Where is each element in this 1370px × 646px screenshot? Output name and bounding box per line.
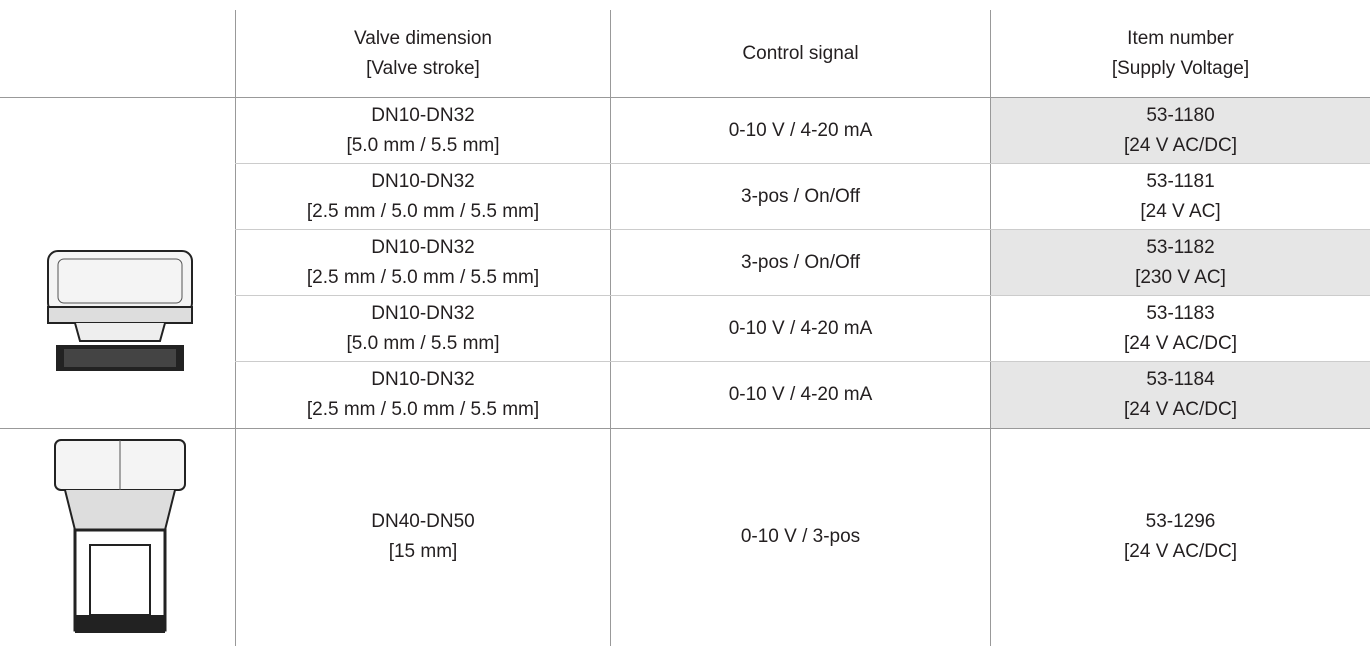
cell-text: DN40-DN50	[371, 510, 475, 532]
cell-text: 53-1182	[1146, 237, 1215, 258]
cell-text: [24 V AC]	[1140, 201, 1221, 222]
table-cell: 0-10 V / 4-20 mA	[611, 296, 990, 362]
table-cell: 53-1182 [230 V AC]	[991, 230, 1370, 296]
table-cell: DN10-DN32 [2.5 mm / 5.0 mm / 5.5 mm]	[236, 164, 610, 230]
table-cell: 0-10 V / 4-20 mA	[611, 98, 990, 164]
table-cell: Item number [Supply Voltage]	[991, 10, 1370, 97]
cell-text: [24 V AC/DC]	[1124, 540, 1237, 562]
table-cell: DN10-DN32 [5.0 mm / 5.5 mm]	[236, 98, 610, 164]
table-cell: 3-pos / On/Off	[611, 164, 990, 230]
table-cell: 3-pos / On/Off	[611, 230, 990, 296]
cell-text: 3-pos / On/Off	[741, 252, 860, 273]
cell-text: 53-1180	[1146, 105, 1215, 126]
cell-text: 0-10 V / 4-20 mA	[728, 318, 873, 339]
cell-text: Valve dimension	[353, 27, 492, 49]
cell-text: [24 V AC/DC]	[1124, 135, 1237, 156]
cell-text: [Supply Voltage]	[1111, 57, 1250, 79]
table-cell: 53-1180 [24 V AC/DC]	[991, 98, 1370, 164]
column-divider	[235, 10, 236, 646]
cell-text: [Valve stroke]	[366, 57, 480, 79]
table-cell: DN40-DN50 [15 mm]	[236, 428, 610, 645]
cell-text: 53-1181	[1146, 171, 1215, 192]
actuator-image	[47, 250, 193, 371]
cell-text: DN10-DN32	[371, 105, 475, 126]
cell-text: [2.5 mm / 5.0 mm / 5.5 mm]	[306, 201, 540, 222]
table-cell: Valve dimension [Valve stroke]	[236, 10, 610, 97]
cell-text: [2.5 mm / 5.0 mm / 5.5 mm]	[306, 267, 540, 288]
table-cell: DN10-DN32 [2.5 mm / 5.0 mm / 5.5 mm]	[236, 362, 610, 428]
cell-text: [24 V AC/DC]	[1124, 399, 1237, 420]
cell-text: 0-10 V / 4-20 mA	[728, 120, 873, 141]
cell-text: Item number	[1127, 27, 1234, 49]
cell-text: [24 V AC/DC]	[1124, 333, 1237, 354]
cell-text: Control signal	[742, 42, 859, 64]
row-divider	[235, 361, 1370, 362]
cell-text: 53-1183	[1146, 303, 1215, 324]
table-cell: 53-1181 [24 V AC]	[991, 164, 1370, 230]
row-divider	[0, 97, 1370, 98]
table-cell: 0-10 V / 4-20 mA	[611, 362, 990, 428]
cell-text: DN10-DN32	[371, 237, 475, 258]
column-divider	[610, 10, 611, 646]
row-divider	[0, 428, 1370, 429]
column-divider	[990, 10, 991, 646]
cell-text: [5.0 mm / 5.5 mm]	[346, 333, 500, 354]
table-cell: Control signal	[611, 10, 990, 97]
cell-text: 53-1184	[1146, 369, 1215, 390]
row-divider	[235, 295, 1370, 296]
table-cell: 53-1184 [24 V AC/DC]	[991, 362, 1370, 428]
cell-text: [5.0 mm / 5.5 mm]	[346, 135, 500, 156]
actuator-image	[54, 439, 186, 633]
table-cell: DN10-DN32 [5.0 mm / 5.5 mm]	[236, 296, 610, 362]
cell-text: 0-10 V / 4-20 mA	[728, 384, 873, 405]
table-cell: DN10-DN32 [2.5 mm / 5.0 mm / 5.5 mm]	[236, 230, 610, 296]
cell-text: DN10-DN32	[371, 171, 475, 192]
row-divider	[235, 229, 1370, 230]
table-cell: 0-10 V / 3-pos	[611, 428, 990, 645]
cell-text: 0-10 V / 3-pos	[740, 525, 861, 547]
cell-text: [230 V AC]	[1135, 267, 1226, 288]
cell-text: [15 mm]	[388, 540, 458, 562]
cell-text: DN10-DN32	[371, 303, 475, 324]
row-divider	[235, 163, 1370, 164]
table-cell: 53-1296 [24 V AC/DC]	[991, 428, 1370, 645]
table-cell: 53-1183 [24 V AC/DC]	[991, 296, 1370, 362]
cell-text: [2.5 mm / 5.0 mm / 5.5 mm]	[306, 399, 540, 420]
cell-text: DN10-DN32	[371, 369, 475, 390]
cell-text: 3-pos / On/Off	[741, 186, 860, 207]
cell-text: 53-1296	[1145, 510, 1216, 532]
